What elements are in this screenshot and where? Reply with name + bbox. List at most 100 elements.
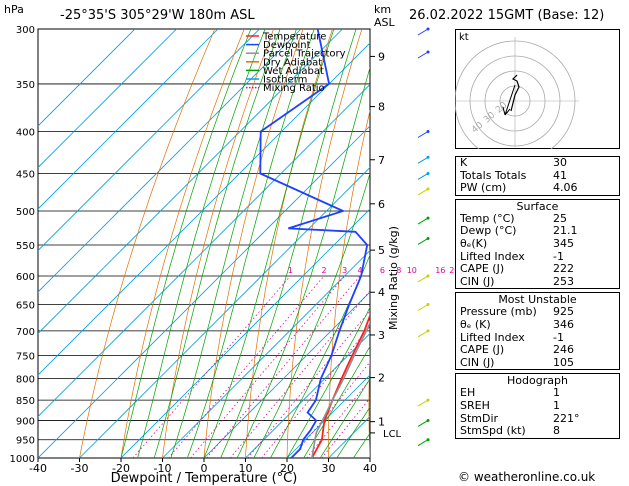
pressure-tick-label: 700 bbox=[16, 327, 35, 338]
mixing-ratio-label: 6 bbox=[380, 266, 385, 275]
wind-barb-dot bbox=[426, 329, 430, 333]
pressure-tick-label: 650 bbox=[16, 301, 35, 312]
legend-label: Temperature bbox=[262, 32, 326, 43]
isotherm-line bbox=[38, 29, 343, 335]
mixing-ratio-line bbox=[132, 275, 291, 458]
surface-title: Surface bbox=[516, 199, 559, 213]
wind-barb bbox=[417, 399, 429, 407]
most-unstable-row: Pressure (mb) 925 bbox=[460, 305, 574, 319]
indices-row: PW (cm) 4.06 bbox=[460, 181, 578, 195]
legend-label: Mixing Ratio bbox=[263, 83, 325, 94]
wet-adiabat-line bbox=[170, 29, 297, 458]
temperature-tick-label: 40 bbox=[363, 462, 377, 475]
wind-barb-dot bbox=[426, 418, 430, 422]
pressure-tick-label: 550 bbox=[16, 241, 35, 252]
wind-barb bbox=[417, 439, 429, 447]
most-unstable-box: Most Unstable Pressure (mb) 925 θₑ (K) 346… bbox=[455, 292, 620, 371]
wind-barb-dot bbox=[426, 27, 430, 31]
pressure-tick-label: 950 bbox=[16, 436, 35, 447]
hodograph-row: StmSpd (kt) 8 bbox=[460, 424, 560, 438]
wind-barb bbox=[417, 330, 429, 338]
temperature-tick-label: 0 bbox=[201, 462, 208, 475]
indices-row: Totals Totals 41 bbox=[460, 168, 567, 182]
wind-barb bbox=[417, 28, 429, 36]
hodograph-row: StmDir 221° bbox=[460, 411, 580, 425]
hodograph-unit-label: kt bbox=[459, 32, 469, 43]
km-tick-label: 9 bbox=[378, 50, 385, 63]
dry-adiabat-line bbox=[368, 347, 370, 458]
mixing-ratio-label: 1 bbox=[288, 266, 293, 275]
dry-adiabat-line bbox=[621, 29, 629, 458]
hodograph-row: SREH 1 bbox=[460, 398, 560, 412]
datetime-title: 26.02.2022 15GMT (Base: 12) bbox=[409, 8, 605, 23]
km-tick-label: 8 bbox=[378, 101, 385, 114]
x-axis-label: Dewpoint / Temperature (°C) bbox=[111, 471, 298, 486]
hodograph-title: Hodograph bbox=[507, 374, 568, 388]
most-unstable-row: Lifted Index -1 bbox=[460, 330, 564, 344]
isotherm-line bbox=[286, 374, 370, 458]
dry-adiabat-line bbox=[245, 29, 333, 458]
temperature-tick-label: 10 bbox=[239, 462, 253, 475]
mixing-ratio-label: 10 bbox=[407, 266, 417, 275]
asl-unit-label: ASL bbox=[374, 16, 395, 29]
wind-barb bbox=[417, 188, 429, 196]
wind-barb-dot bbox=[426, 130, 430, 134]
most-unstable-row: θₑ (K) 346 bbox=[460, 317, 574, 331]
pressure-tick-label: 750 bbox=[16, 351, 35, 362]
wind-barb bbox=[417, 173, 429, 180]
series-line-dewpoint bbox=[259, 29, 369, 458]
isotherm-line bbox=[245, 332, 370, 458]
wind-barb-dot bbox=[426, 274, 430, 278]
series-line-temperature bbox=[311, 312, 370, 458]
wind-barb bbox=[417, 131, 429, 138]
mixing-ratio-axis-label: Mixing Ratio (g/kg) bbox=[387, 226, 400, 330]
indices-box: K 30 Totals Totals 41 PW (cm) 4.06 bbox=[455, 156, 620, 196]
isotherm-line bbox=[38, 29, 302, 293]
wind-barb-dot bbox=[426, 155, 430, 159]
mixing-ratio-label: 3 bbox=[342, 266, 347, 275]
hodograph-box: Hodograph EH 1 SREH 1 StmDir 221° StmSpd (k… bbox=[455, 373, 620, 439]
km-tick-label: 1 bbox=[378, 416, 385, 429]
wind-barb-dot bbox=[426, 236, 430, 240]
km-tick-label: 2 bbox=[378, 372, 385, 385]
isotherm-line bbox=[38, 29, 136, 127]
surface-box: Surface Temp (°C) 25 Dewp (°C) 21.1 θₑ(K) 3… bbox=[455, 198, 620, 290]
wind-barb bbox=[417, 275, 429, 283]
legend-label: Parcel Trajectory bbox=[263, 49, 346, 60]
wind-barb-dot bbox=[426, 50, 430, 54]
series-line-parcel-trajectory bbox=[311, 320, 370, 458]
wind-barb-dot bbox=[426, 187, 430, 191]
wet-adiabat-line bbox=[120, 29, 252, 458]
pressure-tick-label: 450 bbox=[16, 169, 35, 180]
temperature-tick-label: -20 bbox=[112, 462, 130, 475]
km-tick-label: 4 bbox=[378, 286, 385, 299]
surface-row: CIN (J) 253 bbox=[460, 274, 574, 288]
temperature-tick-label: 30 bbox=[322, 462, 336, 475]
km-unit-label: km bbox=[374, 3, 392, 16]
wind-barbs bbox=[417, 27, 430, 447]
mixing-ratio-label: 20 bbox=[449, 266, 459, 275]
most-unstable-title: Most Unstable bbox=[498, 293, 577, 307]
pressure-tick-label: 400 bbox=[16, 128, 35, 139]
temperature-tick-label: -30 bbox=[71, 462, 89, 475]
surface-row: Temp (°C) 25 bbox=[460, 211, 567, 225]
wind-barb bbox=[417, 217, 429, 225]
wet-adiabat-line bbox=[336, 406, 370, 458]
isotherm-line bbox=[79, 166, 370, 458]
temperature-tick-label: 20 bbox=[280, 462, 294, 475]
pressure-tick-label: 300 bbox=[16, 25, 35, 36]
wet-adiabat-line bbox=[319, 377, 370, 458]
mixing-ratio-label: 2 bbox=[321, 266, 326, 275]
isotherm-line bbox=[38, 125, 370, 458]
mixing-ratio-label: 8 bbox=[396, 266, 401, 275]
legend-label: Dewpoint bbox=[263, 40, 311, 51]
temperature-tick-label: -40 bbox=[29, 462, 47, 475]
isotherm-line bbox=[203, 291, 370, 458]
isotherm-line bbox=[38, 29, 177, 169]
km-tick-label: 5 bbox=[378, 244, 385, 257]
hodograph-trace bbox=[510, 74, 520, 112]
isotherm-line bbox=[38, 29, 260, 252]
location-title: -25°35'S 305°29'W 180m ASL bbox=[60, 8, 255, 23]
wind-barb bbox=[417, 51, 429, 59]
